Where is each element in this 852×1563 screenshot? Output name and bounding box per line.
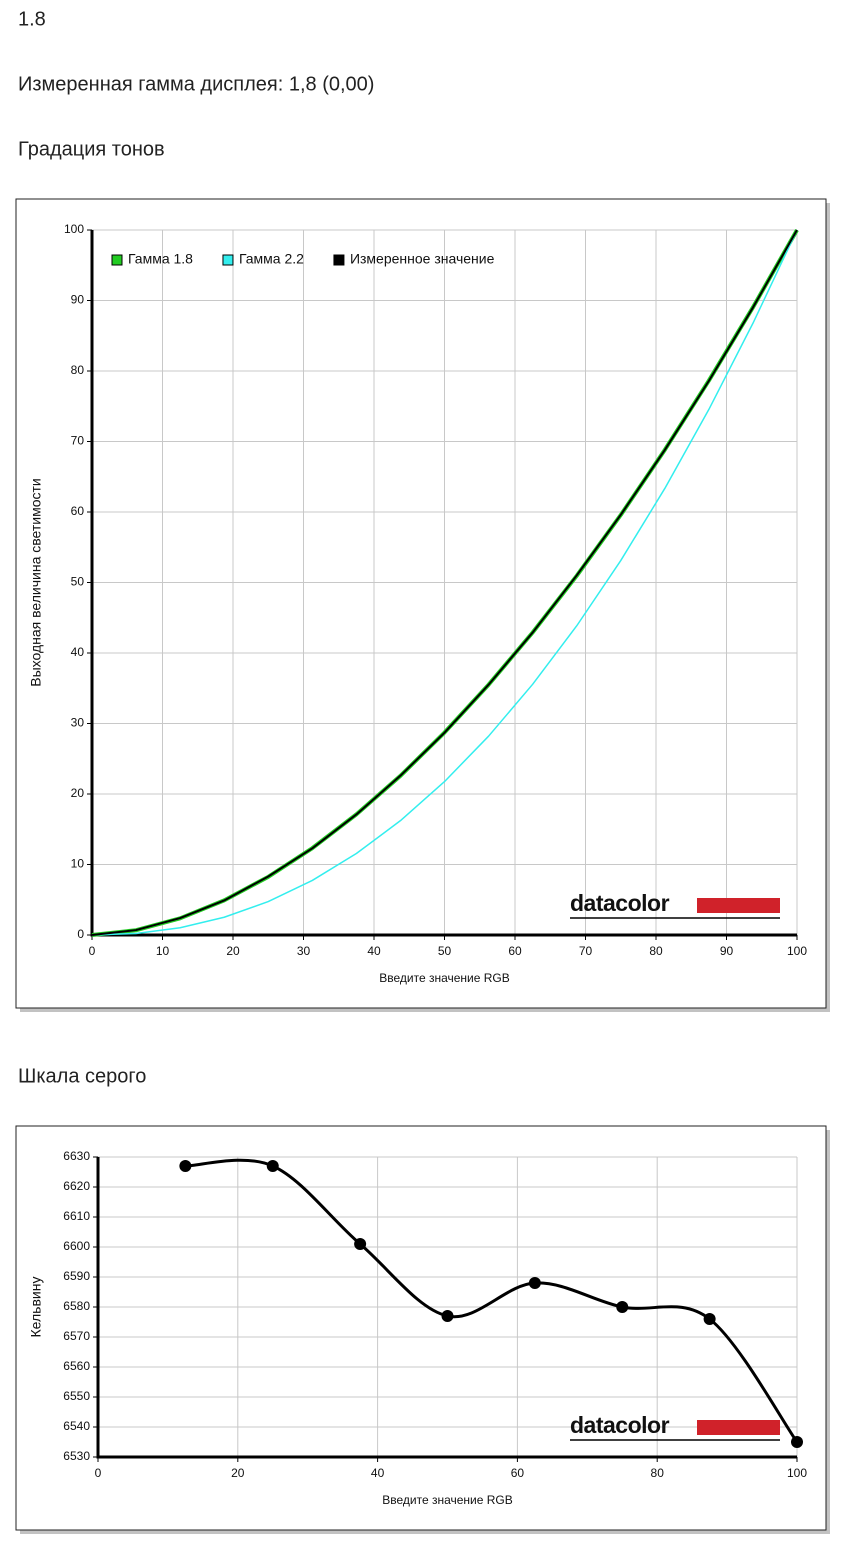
data-point bbox=[354, 1238, 367, 1250]
y-tick-label: 70 bbox=[71, 434, 85, 448]
x-tick-label: 0 bbox=[95, 1466, 102, 1480]
data-point bbox=[528, 1277, 541, 1289]
x-tick-label: 40 bbox=[371, 1466, 385, 1480]
x-tick-label: 20 bbox=[226, 944, 240, 958]
data-point bbox=[179, 1160, 192, 1172]
chart-frame bbox=[15, 198, 827, 1009]
x-tick-label: 50 bbox=[438, 944, 452, 958]
measured-gamma: Измеренная гамма дисплея: 1,8 (0,00) bbox=[18, 73, 374, 95]
x-tick-label: 20 bbox=[231, 1466, 245, 1480]
x-tick-label: 70 bbox=[579, 944, 593, 958]
data-point bbox=[616, 1301, 629, 1313]
x-tick-label: 60 bbox=[508, 944, 522, 958]
y-tick-label: 6610 bbox=[63, 1209, 90, 1223]
y-tick-label: 6600 bbox=[63, 1239, 90, 1253]
y-tick-label: 6580 bbox=[63, 1299, 90, 1313]
x-axis-label: Введите значение RGB bbox=[382, 1493, 513, 1507]
logo-text: datacolor bbox=[570, 890, 670, 916]
x-tick-label: 80 bbox=[651, 1466, 665, 1480]
y-tick-label: 90 bbox=[71, 293, 85, 307]
y-tick-label: 6540 bbox=[63, 1419, 90, 1433]
x-tick-label: 80 bbox=[649, 944, 663, 958]
y-tick-label: 6630 bbox=[63, 1149, 90, 1163]
y-tick-label: 6590 bbox=[63, 1269, 90, 1283]
logo-bar bbox=[697, 898, 780, 913]
y-tick-label: 20 bbox=[71, 786, 85, 800]
data-point bbox=[266, 1160, 279, 1172]
section-title: Шкала серого bbox=[18, 1065, 146, 1087]
section-title: Градация тонов bbox=[18, 138, 165, 160]
x-tick-label: 100 bbox=[787, 944, 807, 958]
y-tick-label: 30 bbox=[71, 716, 85, 730]
legend-label: Гамма 1.8 bbox=[128, 251, 193, 267]
x-tick-label: 90 bbox=[720, 944, 734, 958]
gamma-value: 1.8 bbox=[18, 8, 46, 30]
chart-frame bbox=[15, 1125, 827, 1531]
y-tick-label: 6530 bbox=[63, 1449, 90, 1463]
y-tick-label: 6620 bbox=[63, 1179, 90, 1193]
y-tick-label: 40 bbox=[71, 645, 85, 659]
y-tick-label: 6570 bbox=[63, 1329, 90, 1343]
data-point bbox=[441, 1310, 454, 1322]
y-axis-label: Выходная величина светимости bbox=[28, 478, 44, 686]
y-tick-label: 60 bbox=[71, 504, 85, 518]
data-line bbox=[91, 229, 798, 936]
x-tick-label: 100 bbox=[787, 1466, 807, 1480]
y-tick-label: 10 bbox=[71, 857, 85, 871]
y-tick-label: 80 bbox=[71, 363, 85, 377]
y-tick-label: 6560 bbox=[63, 1359, 90, 1373]
data-line bbox=[91, 229, 798, 936]
legend-swatch bbox=[333, 254, 345, 266]
data-point bbox=[791, 1436, 803, 1448]
logo-text: datacolor bbox=[570, 1412, 670, 1438]
x-tick-label: 10 bbox=[156, 944, 170, 958]
x-tick-label: 40 bbox=[367, 944, 381, 958]
x-tick-label: 0 bbox=[89, 944, 96, 958]
y-tick-label: 100 bbox=[64, 222, 84, 236]
y-tick-label: 0 bbox=[77, 927, 84, 941]
legend-swatch bbox=[111, 254, 123, 266]
logo-bar bbox=[697, 1420, 780, 1435]
data-point bbox=[703, 1313, 716, 1325]
y-axis-label: Кельвину bbox=[28, 1277, 44, 1338]
legend-swatch bbox=[222, 254, 234, 266]
y-tick-label: 6550 bbox=[63, 1389, 90, 1403]
x-axis-label: Введите значение RGB bbox=[379, 971, 510, 985]
y-tick-label: 50 bbox=[71, 575, 85, 589]
x-tick-label: 30 bbox=[297, 944, 311, 958]
x-tick-label: 60 bbox=[511, 1466, 525, 1480]
legend-label: Гамма 2.2 bbox=[239, 251, 304, 267]
legend-label: Измеренное значение bbox=[350, 251, 495, 267]
